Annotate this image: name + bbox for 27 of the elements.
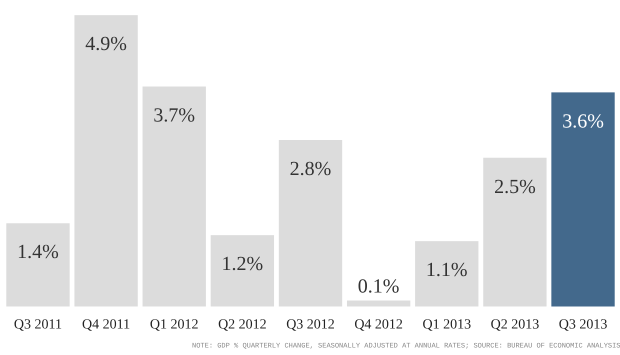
x-tick-label: Q4 2011 <box>82 318 130 332</box>
data-label: 1.2% <box>222 253 264 276</box>
data-label: 3.7% <box>153 104 196 126</box>
bar <box>346 300 410 306</box>
data-label: 3.6% <box>562 110 604 132</box>
bar <box>551 92 615 306</box>
data-label: 4.9% <box>85 33 127 56</box>
x-tick-label: Q1 2012 <box>150 318 199 332</box>
bar <box>415 241 478 306</box>
x-tick-label: Q3 2011 <box>14 318 62 332</box>
x-tick-label: Q2 2012 <box>218 318 267 332</box>
x-tick-label: Q3 2012 <box>286 318 335 332</box>
bar <box>142 86 206 306</box>
x-tick-label: Q3 2013 <box>558 318 608 332</box>
x-tick-label: Q2 2013 <box>490 318 540 332</box>
data-label: 2.5% <box>494 176 536 198</box>
bar <box>6 223 70 306</box>
data-label: 0.1% <box>358 276 400 298</box>
x-tick-label: Q4 2012 <box>354 318 403 332</box>
bar <box>210 235 274 306</box>
x-tick-label: Q1 2013 <box>422 318 472 332</box>
bar <box>483 158 547 306</box>
data-label: 1.4% <box>17 241 59 264</box>
data-label: 1.1% <box>426 259 468 282</box>
data-label: 2.8% <box>290 158 332 180</box>
bar <box>74 15 138 306</box>
bar <box>278 140 342 306</box>
